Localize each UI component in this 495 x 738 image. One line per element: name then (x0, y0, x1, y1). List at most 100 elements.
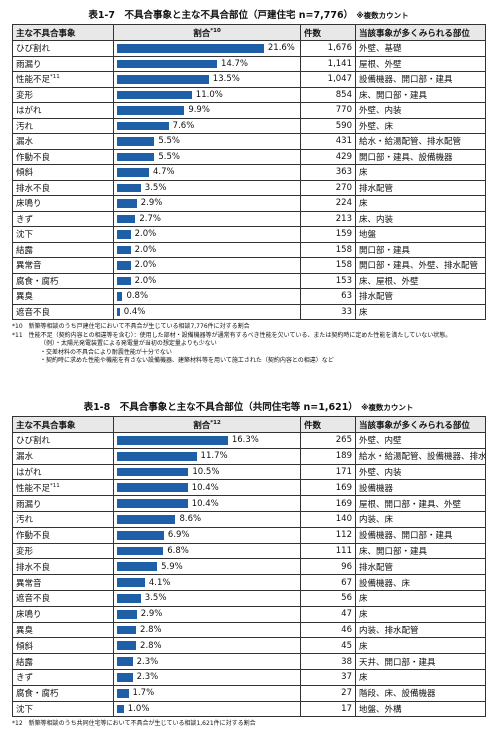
pct-label: 13.5% (212, 74, 240, 85)
event-cell: 腐食・腐朽 (12, 684, 114, 702)
bar (117, 546, 164, 556)
parts-cell: 排水配管 (355, 288, 486, 305)
parts-cell: 設備機器、開口部・建具 (355, 526, 486, 544)
parts-cell: 屋根、外壁 (355, 55, 486, 72)
event-cell: ひび割れ (12, 40, 114, 57)
parts-cell: 床 (355, 668, 486, 686)
event: きず (16, 673, 34, 684)
event: 異常音 (16, 261, 42, 272)
pct-cell: 5.5% (113, 148, 301, 165)
parts-cell: 床 (355, 589, 486, 607)
bar (117, 230, 131, 239)
bar (117, 137, 155, 146)
count-cell: 111 (300, 542, 356, 560)
title-text: 表1-7 不具合事象と主な不具合部位（戸建住宅 n=7,776） (88, 10, 354, 21)
pct-label: 2.0% (134, 260, 157, 271)
pct-cell: 2.0% (113, 226, 301, 243)
pct-label: 2.9% (140, 609, 163, 620)
event-cell: はがれ (12, 102, 114, 119)
event-cell: 汚れ (12, 510, 114, 528)
pct-label: 9.9% (188, 105, 210, 116)
count-cell: 265 (300, 432, 356, 449)
row: 性能不足*11 10.4% 169 設備機器 (12, 479, 486, 497)
count-cell: 63 (300, 288, 356, 305)
pct-label: 2.8% (140, 640, 162, 651)
event-cell: 汚れ (12, 117, 114, 134)
pct-cell: 2.9% (113, 605, 301, 623)
bar (117, 499, 188, 508)
parts-cell: 地盤 (355, 226, 486, 243)
pct-cell: 2.0% (113, 272, 301, 289)
bar (117, 44, 264, 53)
header-cell: 当該事象が多くみられる部位 (355, 416, 486, 433)
parts-cell: 排水配管 (355, 558, 486, 576)
row: 変形 11.0% 854 床、開口部・建具 (12, 86, 486, 103)
pct-cell: 4.7% (113, 164, 301, 181)
row: 異臭 0.8% 63 排水配管 (12, 288, 486, 305)
parts-cell: 床、開口部・建具 (355, 542, 486, 560)
event-cell: 雨漏り (12, 55, 114, 72)
pct-cell: 21.6% (113, 40, 301, 57)
event-cell: 沈下 (12, 226, 114, 243)
parts-cell: 開口部・建具 (355, 241, 486, 258)
bar (117, 245, 131, 254)
parts-cell: 開口部・建具、設備機器 (355, 148, 486, 165)
event-cell: きず (12, 210, 114, 227)
event: 遮音不良 (16, 594, 51, 605)
count-cell: 56 (300, 589, 356, 607)
event: 結露 (16, 657, 34, 668)
pct-cell: 3.5% (113, 179, 301, 196)
header-note: *10 (210, 27, 221, 34)
count-cell: 213 (300, 210, 356, 227)
bar (117, 106, 185, 115)
pct-label: 10.4% (191, 498, 219, 509)
pct-cell: 5.5% (113, 133, 301, 150)
row: 作動不良 6.9% 112 設備機器、開口部・建具 (12, 526, 486, 544)
count-cell: 429 (300, 148, 356, 165)
event: 腐食・腐朽 (16, 276, 59, 287)
pct-cell: 2.8% (113, 621, 301, 639)
count-note: ※複数カウント (361, 403, 414, 412)
event-cell: 雨漏り (12, 495, 114, 512)
bar (117, 562, 158, 572)
pct-cell: 0.8% (113, 288, 301, 305)
count-cell: 224 (300, 195, 356, 212)
event-cell: 漏水 (12, 133, 114, 150)
pct-label: 2.0% (134, 275, 157, 286)
parts-cell: 床 (355, 605, 486, 623)
pct-cell: 5.9% (113, 558, 301, 576)
count-cell: 47 (300, 605, 356, 623)
event-cell: 結露 (12, 241, 114, 258)
event: 沈下 (16, 704, 34, 715)
pct-label: 10.5% (192, 466, 220, 477)
header-text: 割合 (193, 28, 211, 39)
parts-cell: 内装、排水配管 (355, 621, 486, 639)
row: 遮音不良 0.4% 33 床 (12, 303, 486, 320)
row: きず 2.3% 37 床 (12, 668, 486, 686)
pct-label: 6.9% (167, 530, 190, 541)
event: 排水不良 (16, 562, 51, 573)
header-cell: 主な不具合事象 (12, 416, 114, 433)
event: 作動不良 (16, 152, 51, 163)
count-cell: 112 (300, 526, 356, 544)
pct-cell: 2.0% (113, 257, 301, 274)
pct-label: 10.4% (191, 482, 219, 493)
pct-label: 8.6% (179, 514, 202, 525)
footnote: ・交差材料の不具合により耐震性能が十分でない (40, 348, 172, 356)
event: 傾斜 (16, 168, 34, 179)
row: 汚れ 7.6% 590 外壁、床 (12, 117, 486, 134)
bar (117, 168, 149, 177)
parts-cell: 床 (355, 195, 486, 212)
pct-label: 6.8% (167, 545, 189, 556)
bar (117, 593, 141, 603)
pct-cell: 10.4% (113, 495, 301, 512)
row: 沈下 1.0% 17 地盤、外構 (12, 700, 486, 718)
pct-label: 21.6% (267, 43, 295, 54)
table: 主な不具合事象 割合*10 件数 当該事象が多くみられる部位 ひび割れ 21.6% 1,67… (12, 24, 486, 320)
row: 排水不良 5.9% 96 排水配管 (12, 558, 486, 576)
pct-cell: 10.4% (113, 479, 301, 497)
event: 腐食・腐朽 (16, 689, 59, 700)
pct-cell: 2.3% (113, 653, 301, 670)
event: 汚れ (16, 121, 34, 132)
